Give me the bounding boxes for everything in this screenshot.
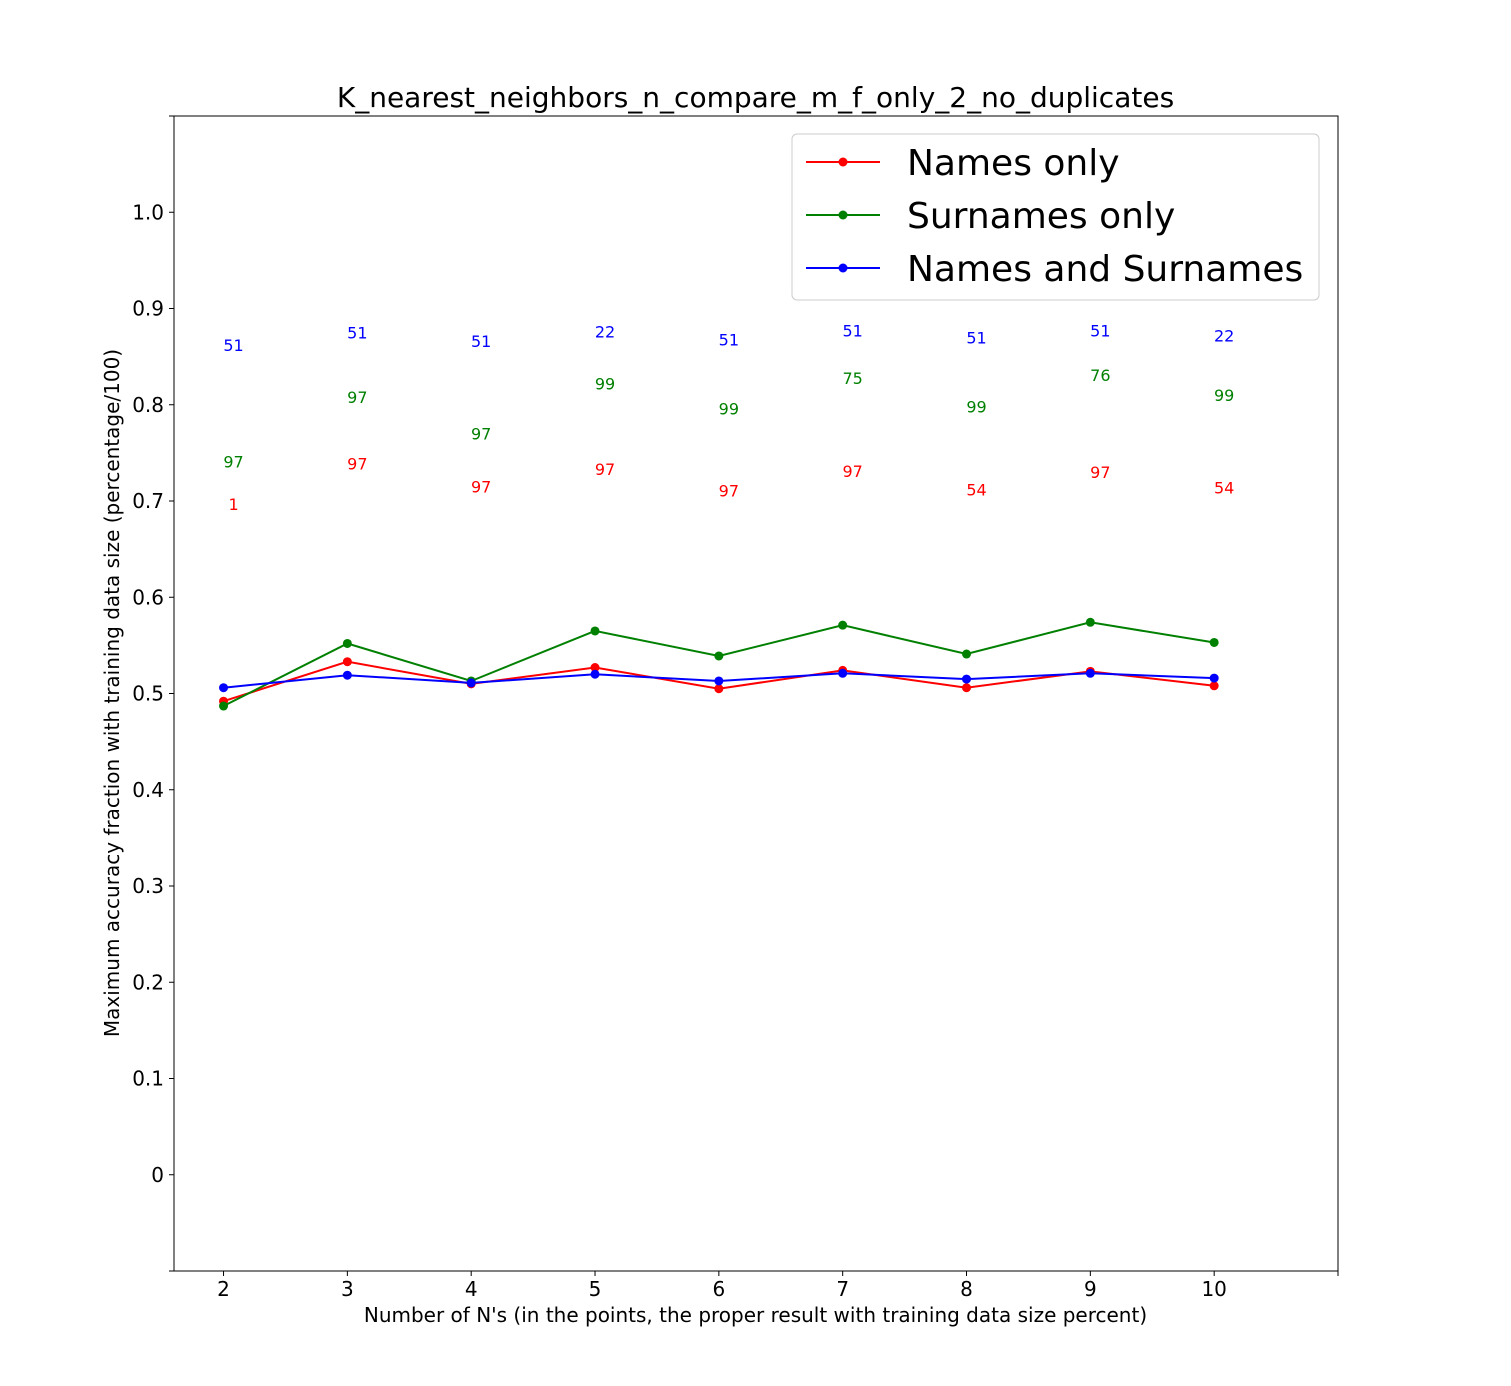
point-annotation: 51 (1090, 322, 1110, 341)
point-annotation: 97 (595, 460, 615, 479)
point-annotation: 99 (595, 375, 615, 394)
point-annotation: 97 (347, 454, 367, 473)
data-point (466, 678, 476, 688)
data-point (714, 684, 724, 694)
data-point (1085, 668, 1095, 678)
legend-entry: Surnames only (806, 196, 1175, 237)
point-annotation: 99 (1214, 386, 1234, 405)
data-point (714, 651, 724, 661)
data-point (962, 683, 972, 693)
data-point (219, 701, 229, 711)
point-annotation: 97 (471, 425, 491, 444)
point-annotation: 51 (843, 322, 863, 341)
point-annotation: 97 (347, 388, 367, 407)
legend-box (791, 133, 1320, 301)
y-tick-label: 0.6 (132, 585, 164, 609)
point-annotation: 51 (347, 324, 367, 343)
data-point (838, 620, 848, 630)
data-point (342, 657, 352, 667)
data-point (590, 669, 600, 679)
y-axis: 0 0.1 0.2 0.3 0.4 0.5 0.6 0.7 0.8 0.9 1.0 (132, 115, 174, 1272)
data-point (714, 676, 724, 686)
point-annotation: 99 (719, 400, 739, 419)
legend: Names only Surnames only Names and Surname… (791, 133, 1320, 301)
data-point (219, 683, 229, 693)
point-annotation: 51 (471, 332, 491, 351)
legend-entry: Names and Surnames (806, 249, 1303, 290)
data-point (590, 626, 600, 636)
series-names-and-surnames (219, 668, 1219, 693)
x-axis: 2 3 4 5 6 7 8 9 10 (217, 1271, 1339, 1301)
y-tick-label: 0.3 (132, 874, 164, 898)
series-group (219, 617, 1219, 711)
point-annotation: 97 (719, 481, 739, 500)
x-tick-label: 8 (960, 1277, 973, 1301)
legend-marker (838, 210, 848, 220)
x-tick-label: 2 (217, 1277, 230, 1301)
legend-entry: Names only (806, 143, 1120, 184)
legend-marker (838, 157, 848, 167)
data-point (1209, 681, 1219, 691)
series-line (223, 621, 1215, 707)
point-annotation: 1 (228, 495, 238, 514)
legend-label: Surnames only (907, 196, 1175, 237)
x-tick-label: 10 (1201, 1277, 1226, 1301)
legend-label: Names and Surnames (907, 249, 1303, 290)
data-point (590, 663, 600, 673)
point-annotation: 51 (966, 328, 986, 347)
y-tick-label: 1.0 (132, 200, 164, 224)
y-tick-label: 0.4 (132, 778, 164, 802)
data-point (962, 649, 972, 659)
point-annotation: 99 (966, 398, 986, 417)
legend-marker (838, 263, 848, 273)
data-point (962, 674, 972, 684)
point-annotation: 51 (223, 336, 243, 355)
x-tick-label: 7 (836, 1277, 849, 1301)
x-tick-label: 5 (589, 1277, 602, 1301)
data-point (342, 638, 352, 648)
series-surnames-only (219, 617, 1219, 711)
x-tick-label: 4 (465, 1277, 478, 1301)
x-tick-label: 3 (341, 1277, 354, 1301)
data-point (1209, 637, 1219, 647)
point-annotation: 76 (1090, 366, 1110, 385)
point-annotation: 51 (719, 330, 739, 349)
point-annotation: 97 (223, 453, 243, 472)
y-tick-label: 0.1 (132, 1067, 164, 1091)
data-point (1209, 673, 1219, 683)
y-tick-label: 0.8 (132, 393, 164, 417)
y-tick-label: 0.5 (132, 682, 164, 706)
point-annotation: 22 (595, 323, 615, 342)
chart-title: K_nearest_neighbors_n_compare_m_f_only_2… (337, 81, 1174, 114)
y-tick-label: 0 (151, 1163, 164, 1187)
x-tick-label: 9 (1084, 1277, 1097, 1301)
point-annotation: 97 (843, 462, 863, 481)
data-point (838, 668, 848, 678)
y-tick-label: 0.7 (132, 489, 164, 513)
y-tick-label: 0.2 (132, 970, 164, 994)
x-axis-label: Number of N's (in the points, the proper… (364, 1303, 1147, 1327)
y-tick-label: 0.9 (132, 297, 164, 321)
point-annotation: 97 (1090, 463, 1110, 482)
point-annotation: 97 (471, 478, 491, 497)
point-annotations: 1 97 97 97 97 97 54 97 54 97 97 97 99 99 75 99 76 99 51 51 5… (223, 322, 1234, 514)
x-tick-label: 6 (712, 1277, 725, 1301)
point-annotation: 54 (1214, 479, 1234, 498)
point-annotation: 54 (966, 480, 986, 499)
point-annotation: 22 (1214, 326, 1234, 345)
data-point (342, 670, 352, 680)
y-axis-label: Maximum accuracy fraction with training … (100, 349, 124, 1037)
legend-label: Names only (907, 143, 1120, 184)
point-annotation: 75 (843, 369, 863, 388)
data-point (1085, 617, 1095, 627)
